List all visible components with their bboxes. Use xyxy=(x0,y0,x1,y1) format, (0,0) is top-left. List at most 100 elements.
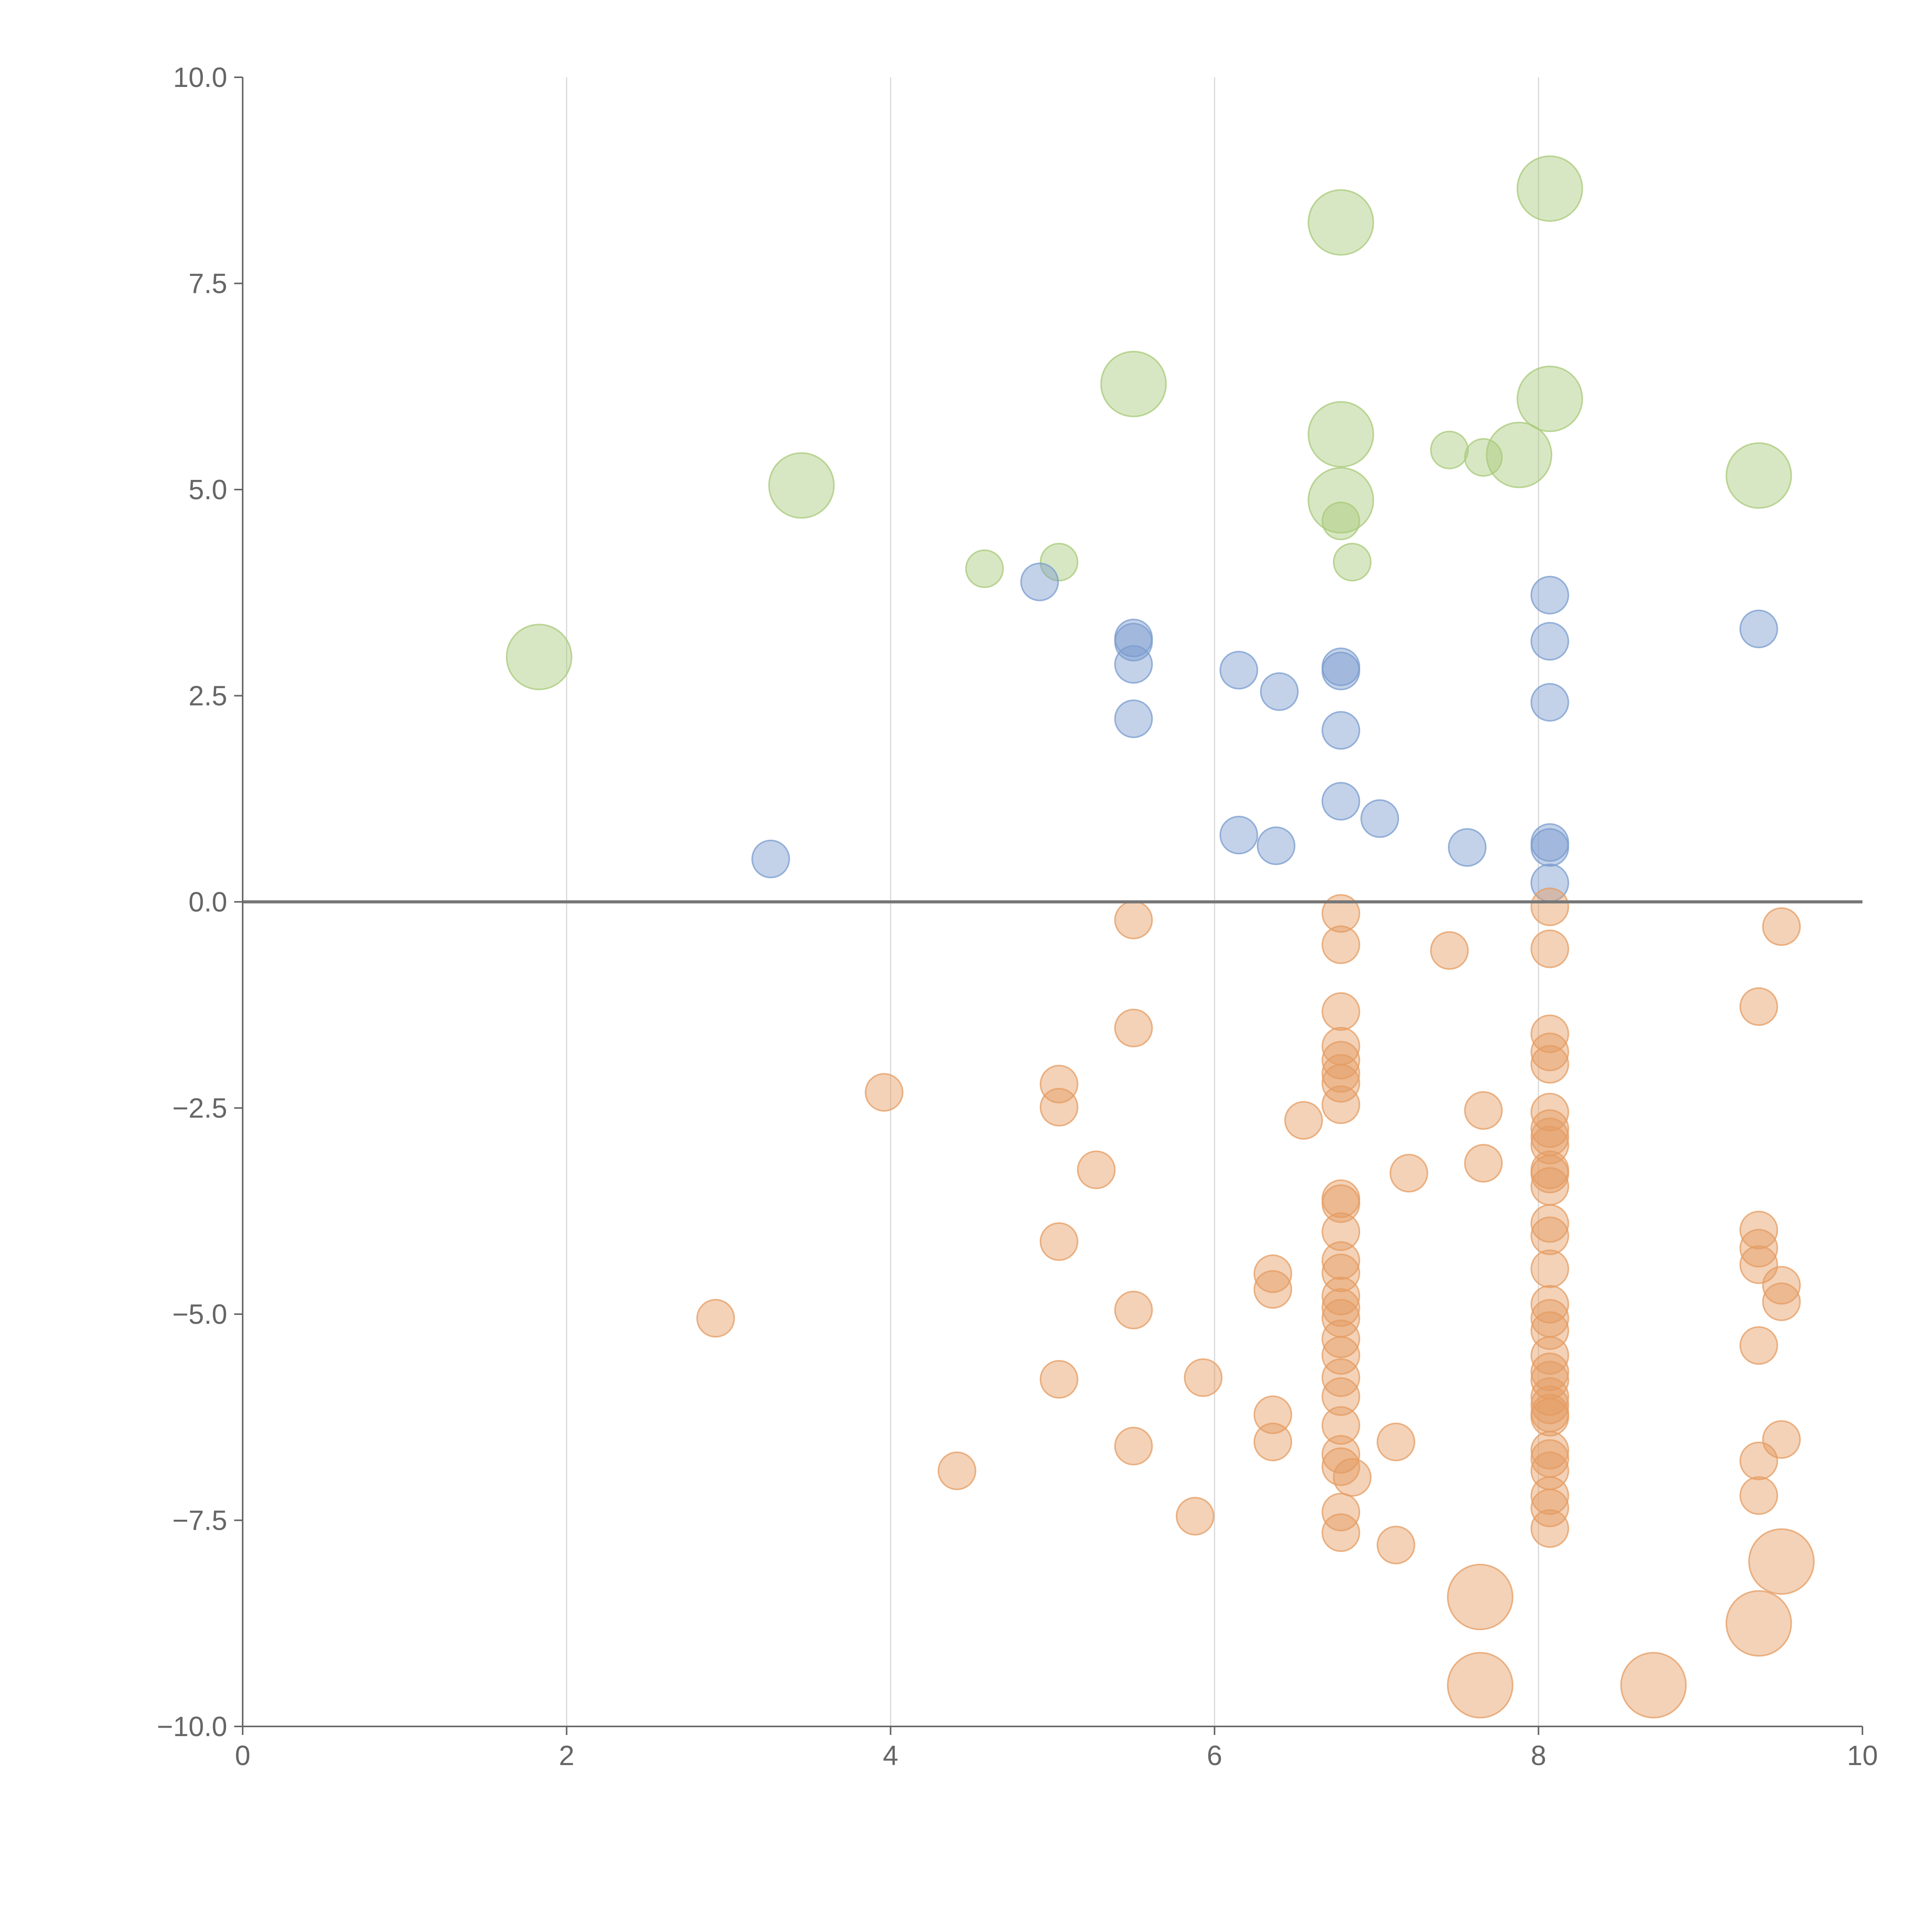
orange-bubble xyxy=(1762,1420,1801,1459)
orange-bubble xyxy=(1739,987,1778,1026)
orange-bubble xyxy=(1114,1009,1153,1048)
y-tick-label: −7.5 xyxy=(172,1505,227,1536)
orange-bubble xyxy=(1748,1528,1815,1595)
orange-bubble xyxy=(1739,1326,1778,1365)
blue-bubble xyxy=(1257,826,1296,865)
orange-bubble xyxy=(1321,1447,1361,1486)
orange-bubble xyxy=(1620,1652,1687,1719)
orange-bubble xyxy=(1114,900,1153,939)
orange-bubble xyxy=(1321,1184,1361,1223)
orange-bubble xyxy=(1321,1085,1361,1124)
orange-bubble xyxy=(1530,1167,1569,1206)
orange-bubble xyxy=(1739,1229,1778,1268)
orange-bubble xyxy=(1530,1045,1569,1084)
orange-bubble xyxy=(1321,894,1361,933)
orange-bubble xyxy=(1039,1065,1078,1104)
blue-bubble xyxy=(1530,576,1569,615)
blue-bubble xyxy=(1530,828,1569,867)
green-bubble xyxy=(1516,366,1583,432)
x-tick-label: 4 xyxy=(883,1740,898,1771)
x-tick-label: 10 xyxy=(1847,1740,1878,1771)
orange-bubble xyxy=(1762,1282,1801,1321)
x-tick-label: 0 xyxy=(235,1740,250,1771)
green-bubble xyxy=(1321,502,1361,541)
orange-bubble xyxy=(1284,1101,1323,1140)
orange-bubble xyxy=(1530,1155,1569,1194)
orange-bubble xyxy=(1464,1091,1503,1130)
orange-bubble xyxy=(1739,1476,1778,1515)
green-bubble xyxy=(1516,155,1583,222)
orange-bubble xyxy=(1530,1385,1569,1424)
green-bubble xyxy=(1308,467,1374,534)
orange-bubble xyxy=(1175,1497,1214,1536)
orange-bubble xyxy=(1739,1245,1778,1284)
orange-bubble xyxy=(1447,1563,1514,1630)
orange-bubble xyxy=(1530,1398,1569,1437)
blue-bubble xyxy=(1219,651,1259,690)
orange-bubble xyxy=(1530,1476,1569,1515)
y-tick-label: 10.0 xyxy=(173,62,227,93)
y-tick-label: 2.5 xyxy=(189,681,227,712)
orange-bubble xyxy=(1530,929,1569,968)
blue-bubble xyxy=(1448,828,1487,867)
blue-bubble xyxy=(1321,711,1361,750)
orange-bubble xyxy=(1321,1041,1361,1080)
orange-bubble xyxy=(1530,1032,1569,1071)
orange-bubble xyxy=(1376,1526,1415,1565)
orange-bubble xyxy=(1321,1064,1361,1103)
blue-bubble xyxy=(1739,609,1778,648)
x-tick-label: 2 xyxy=(559,1740,574,1771)
orange-bubble xyxy=(1321,1377,1361,1416)
orange-bubble xyxy=(1253,1395,1293,1434)
orange-bubble xyxy=(1077,1150,1116,1189)
blue-bubble xyxy=(1219,816,1259,855)
green-bubble xyxy=(1430,430,1469,469)
orange-bubble xyxy=(1321,1054,1361,1093)
orange-bubble xyxy=(1039,1088,1078,1127)
orange-bubble xyxy=(1376,1422,1415,1461)
x-tick-label: 6 xyxy=(1207,1740,1222,1771)
orange-bubble xyxy=(1530,887,1569,926)
orange-bubble xyxy=(1253,1254,1293,1293)
green-bubble xyxy=(1486,422,1553,488)
green-bubble xyxy=(965,549,1004,588)
y-tick-label: −10.0 xyxy=(157,1711,227,1742)
y-tick-label: 7.5 xyxy=(189,269,227,299)
blue-bubble xyxy=(1360,799,1399,838)
green-bubble xyxy=(1464,438,1503,477)
blue-bubble xyxy=(1530,622,1569,661)
y-tick-label: 5.0 xyxy=(189,474,227,505)
orange-bubble xyxy=(1039,1360,1078,1399)
green-bubble xyxy=(1333,543,1372,582)
y-tick-label: 0.0 xyxy=(189,887,227,918)
orange-bubble xyxy=(1530,1216,1569,1255)
orange-bubble xyxy=(1389,1154,1429,1193)
orange-bubble xyxy=(1184,1358,1223,1397)
orange-bubble xyxy=(1447,1652,1514,1719)
orange-bubble xyxy=(1321,992,1361,1031)
orange-bubble xyxy=(1321,1212,1361,1251)
orange-bubble xyxy=(1321,1241,1361,1280)
green-bubble xyxy=(1308,189,1374,256)
blue-bubble xyxy=(751,840,790,879)
orange-bubble xyxy=(1530,1204,1569,1243)
orange-bubble xyxy=(1321,1320,1361,1359)
orange-bubble xyxy=(1762,1266,1801,1305)
blue-bubble xyxy=(1114,645,1153,684)
orange-bubble xyxy=(1321,1406,1361,1445)
orange-bubble xyxy=(1530,1509,1569,1548)
orange-bubble xyxy=(1321,1493,1361,1532)
orange-bubble xyxy=(1464,1144,1503,1183)
orange-bubble xyxy=(937,1451,976,1490)
axes xyxy=(242,77,1862,1727)
orange-bubble xyxy=(1333,1458,1372,1497)
blue-bubble xyxy=(1020,563,1059,602)
green-bubble xyxy=(506,624,573,690)
orange-bubble xyxy=(1530,1249,1569,1288)
orange-bubble xyxy=(1725,1590,1792,1657)
tick-labels: 0 2 4 6 8 10 −10.0 −7.5 −5.0 −2.5 0.0 2.5 5.0 7.5 10.0 xyxy=(157,62,1878,1771)
orange-bubble xyxy=(1321,1513,1361,1552)
orange-bubble xyxy=(1321,1336,1361,1375)
bubbles xyxy=(506,155,1815,1719)
orange-bubble xyxy=(1114,1427,1153,1466)
